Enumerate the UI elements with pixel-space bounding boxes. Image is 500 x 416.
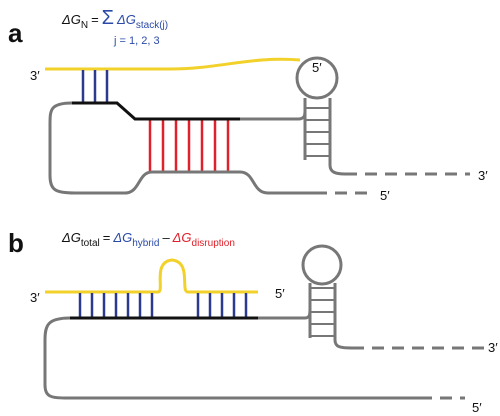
formula-part: =	[103, 230, 111, 245]
formula-part: ΔG	[112, 230, 132, 245]
hairpin-stem	[258, 283, 352, 348]
red-pairs	[150, 120, 228, 171]
probe-strand	[45, 59, 300, 69]
end-label: 3′	[30, 68, 40, 83]
formula-part: =	[91, 12, 99, 27]
blue-pairs	[83, 70, 107, 102]
formula-part: ΔG	[61, 12, 81, 27]
formula-sub: N	[81, 20, 88, 31]
end-label: 5′	[472, 400, 482, 415]
end-label: 5′	[380, 188, 390, 203]
hairpin-rungs	[305, 108, 330, 156]
formula-sub: total	[81, 238, 100, 249]
panel-label: b	[8, 228, 24, 258]
target-strand	[45, 318, 420, 398]
end-label: 5′	[275, 286, 285, 301]
formula: ΔGtotal=ΔGhybrid–ΔGdisruption	[61, 230, 235, 249]
formula-part: –	[162, 230, 170, 245]
hairpin-loop	[303, 246, 341, 284]
hairpin-rungs	[310, 288, 335, 336]
end-label: 3′	[488, 340, 498, 355]
blue-pairs	[80, 293, 246, 317]
formula-part: ΔG	[172, 230, 192, 245]
hairpin-stem	[240, 98, 345, 174]
formula-part: Σ	[102, 7, 114, 29]
formula-sub: stack(j)	[136, 20, 168, 31]
sum-index: j = 1, 2, 3	[113, 35, 160, 47]
end-label: 5′	[312, 60, 322, 75]
formula-part: ΔG	[116, 12, 136, 27]
target-binding	[72, 103, 240, 119]
panel-label: a	[8, 18, 23, 48]
probe-strand	[45, 260, 258, 292]
formula-sub: hybrid	[132, 238, 159, 249]
formula-sub: disruption	[192, 238, 235, 249]
end-label: 3′	[30, 290, 40, 305]
end-label: 3′	[478, 168, 488, 183]
figure: a ΔGN=ΣΔGstack(j) j = 1, 2, 3 3′ 5′ 3′ 5…	[0, 0, 500, 416]
target-strand	[50, 103, 315, 193]
formula-part: ΔG	[61, 230, 81, 245]
panel-b: b ΔGtotal=ΔGhybrid–ΔGdisruption 3′ 5′ 3′…	[8, 228, 498, 415]
